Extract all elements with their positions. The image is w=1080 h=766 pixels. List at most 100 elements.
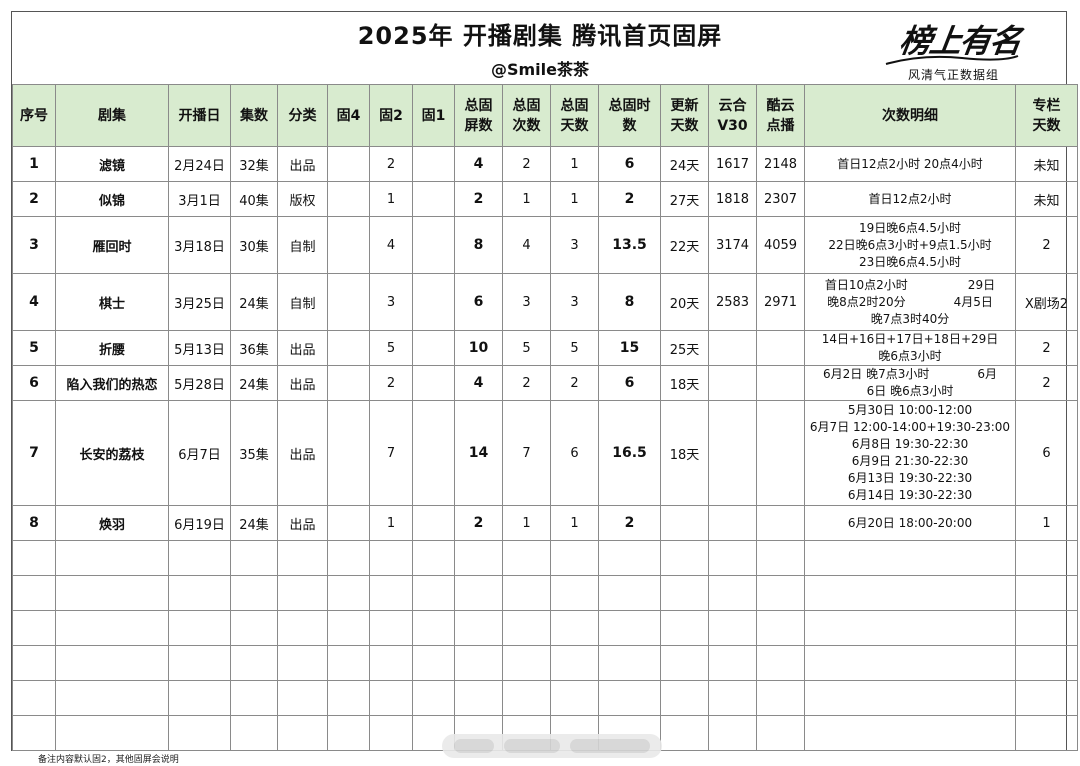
empty-cell bbox=[454, 680, 503, 716]
detail-line: 23日晚6点4.5小时 bbox=[859, 254, 961, 269]
empty-cell bbox=[230, 575, 278, 611]
empty-cell bbox=[454, 575, 503, 611]
detail-line: 晚7点3时40分 bbox=[870, 311, 950, 326]
row-start: 6月19日 bbox=[168, 505, 231, 541]
row-column-days: X剧场2 bbox=[1015, 273, 1078, 331]
header-total-hours: 总固时数 bbox=[598, 84, 661, 147]
row-g4 bbox=[327, 146, 370, 182]
row-days: 2 bbox=[550, 365, 599, 401]
row-detail: 首日12点2小时 20点4小时 bbox=[804, 146, 1016, 182]
table-row: 4 棋士 3月25日 24集 自制 3 6 3 3 8 20天 2583 2971 首日10点2小时 29… bbox=[12, 273, 1078, 331]
empty-cell bbox=[1015, 610, 1078, 646]
table-row: 3 雁回时 3月18日 30集 自制 4 8 4 3 13.5 22天 3174 4059 19日晚6点4… bbox=[12, 216, 1078, 274]
header-cat: 分类 bbox=[277, 84, 328, 147]
header-drama: 剧集 bbox=[55, 84, 169, 147]
row-detail: 19日晚6点4.5小时 22日晚6点3小时+9点1.5小时 23日晚6点4.5小时 bbox=[804, 216, 1016, 274]
detail-line: 首日12点2小时 20点4小时 bbox=[837, 156, 983, 171]
detail-line: 晚8点2时20分 4月5日 bbox=[827, 294, 993, 309]
empty-cell bbox=[598, 645, 661, 681]
empty-cell bbox=[598, 610, 661, 646]
row-idx: 6 bbox=[12, 365, 56, 401]
row-g4 bbox=[327, 505, 370, 541]
row-times: 1 bbox=[502, 181, 551, 217]
row-start: 3月18日 bbox=[168, 216, 231, 274]
row-g1 bbox=[412, 505, 455, 541]
header-detail: 次数明细 bbox=[804, 84, 1016, 147]
empty-cell bbox=[55, 540, 169, 576]
empty-cell bbox=[502, 540, 551, 576]
table-row: 5 折腰 5月13日 36集 出品 5 10 5 5 15 25天 14日+16日+17日+18日+2… bbox=[12, 330, 1078, 366]
row-g4 bbox=[327, 273, 370, 331]
empty-cell bbox=[550, 540, 599, 576]
empty-cell bbox=[168, 610, 231, 646]
header-total-screens: 总固 屏数 bbox=[454, 84, 503, 147]
row-days: 3 bbox=[550, 273, 599, 331]
row-idx: 7 bbox=[12, 400, 56, 506]
row-kuyun bbox=[756, 505, 805, 541]
row-hours: 2 bbox=[598, 505, 661, 541]
empty-cell bbox=[230, 680, 278, 716]
header-row: 序号 剧集 开播日 集数 分类 固4 固2 固1 总固 屏数 总固 次数 总固 天数 … bbox=[12, 84, 1078, 147]
empty-cell bbox=[660, 610, 709, 646]
empty-cell bbox=[327, 715, 370, 751]
empty-cell bbox=[55, 715, 169, 751]
row-times: 4 bbox=[502, 216, 551, 274]
row-kuyun: 2971 bbox=[756, 273, 805, 331]
empty-cell bbox=[369, 540, 413, 576]
detail-line: 6月9日 21:30-22:30 bbox=[851, 454, 969, 468]
row-detail: 14日+16日+17日+18日+29日 晚6点3小时 bbox=[804, 330, 1016, 366]
header-g4: 固4 bbox=[327, 84, 370, 147]
row-yunhe bbox=[708, 505, 757, 541]
row-update bbox=[660, 505, 709, 541]
row-detail: 5月30日 10:00-12:00 6月7日 12:00-14:00+19:30-… bbox=[804, 400, 1016, 506]
table-row: 2 似锦 3月1日 40集 版权 1 2 1 1 2 27天 1818 2307 首日12点2小时 未知 bbox=[12, 181, 1078, 217]
empty-cell bbox=[454, 645, 503, 681]
empty-cell bbox=[660, 715, 709, 751]
row-cat: 出品 bbox=[277, 365, 328, 401]
table-row: 6 陷入我们的热恋 5月28日 24集 出品 2 4 2 2 6 18天 6月2日 晚7点3小时 6月… bbox=[12, 365, 1078, 401]
row-days: 3 bbox=[550, 216, 599, 274]
row-eps: 24集 bbox=[230, 273, 278, 331]
row-update: 27天 bbox=[660, 181, 709, 217]
row-hours: 13.5 bbox=[598, 216, 661, 274]
row-update: 18天 bbox=[660, 400, 709, 506]
table-row: 7 长安的荔枝 6月7日 35集 出品 7 14 7 6 16.5 18天 5月30日 10:00-1… bbox=[12, 400, 1078, 506]
empty-cell bbox=[12, 645, 56, 681]
detail-line: 5月30日 10:00-12:00 bbox=[847, 403, 973, 417]
empty-cell bbox=[804, 715, 1016, 751]
empty-row bbox=[12, 645, 1078, 681]
row-times: 2 bbox=[502, 146, 551, 182]
row-days: 5 bbox=[550, 330, 599, 366]
row-times: 7 bbox=[502, 400, 551, 506]
row-screens: 2 bbox=[454, 505, 503, 541]
row-yunhe bbox=[708, 330, 757, 366]
empty-cell bbox=[369, 715, 413, 751]
logo-swoosh-icon bbox=[885, 55, 1019, 65]
empty-cell bbox=[660, 540, 709, 576]
row-cat: 出品 bbox=[277, 400, 328, 506]
row-drama: 雁回时 bbox=[55, 216, 169, 274]
detail-line: 6月13日 19:30-22:30 bbox=[847, 471, 973, 485]
row-hours: 16.5 bbox=[598, 400, 661, 506]
row-g1 bbox=[412, 181, 455, 217]
row-cat: 出品 bbox=[277, 505, 328, 541]
row-screens: 6 bbox=[454, 273, 503, 331]
empty-cell bbox=[708, 645, 757, 681]
row-g2: 4 bbox=[369, 216, 413, 274]
row-column-days: 1 bbox=[1015, 505, 1078, 541]
row-start: 3月25日 bbox=[168, 273, 231, 331]
watermark bbox=[442, 734, 662, 758]
row-kuyun bbox=[756, 400, 805, 506]
row-days: 6 bbox=[550, 400, 599, 506]
empty-cell bbox=[598, 680, 661, 716]
row-update: 18天 bbox=[660, 365, 709, 401]
detail-line: 6月14日 19:30-22:30 bbox=[847, 488, 973, 502]
row-yunhe: 1617 bbox=[708, 146, 757, 182]
empty-cell bbox=[1015, 680, 1078, 716]
brand-logo: 榜上有名 风清气正数据组 bbox=[882, 16, 1022, 82]
empty-cell bbox=[660, 645, 709, 681]
empty-cell bbox=[756, 645, 805, 681]
row-kuyun: 4059 bbox=[756, 216, 805, 274]
row-yunhe: 2583 bbox=[708, 273, 757, 331]
empty-cell bbox=[660, 575, 709, 611]
